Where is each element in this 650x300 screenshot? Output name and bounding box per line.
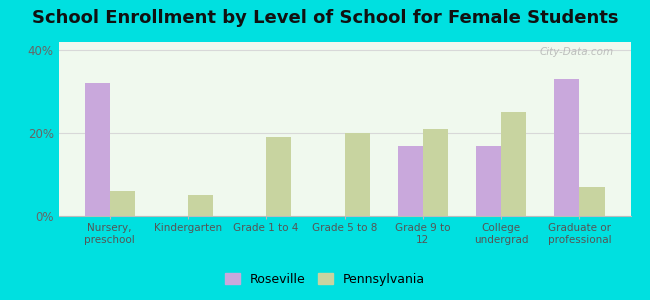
Bar: [476, 146, 501, 216]
Text: City-Data.com: City-Data.com: [540, 47, 614, 57]
Bar: [554, 79, 579, 216]
Bar: [84, 83, 110, 216]
Legend: Roseville, Pennsylvania: Roseville, Pennsylvania: [220, 268, 430, 291]
Bar: [344, 133, 370, 216]
Bar: [579, 187, 604, 216]
Bar: [398, 146, 423, 216]
Text: School Enrollment by Level of School for Female Students: School Enrollment by Level of School for…: [32, 9, 618, 27]
Bar: [266, 137, 291, 216]
Bar: [110, 191, 135, 216]
Bar: [501, 112, 526, 216]
Bar: [188, 195, 213, 216]
Bar: [422, 129, 448, 216]
